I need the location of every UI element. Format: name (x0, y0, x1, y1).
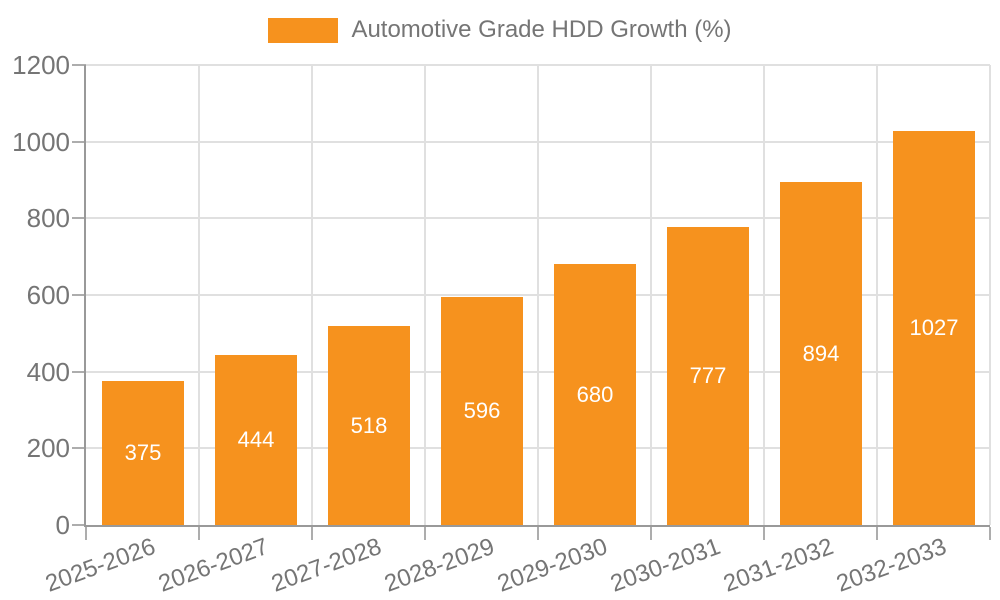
x-axis-line (84, 525, 990, 527)
y-tick-mark (72, 64, 86, 66)
x-axis-tick-label: 2025-2026 (42, 533, 160, 598)
x-axis-tick-label: 2032-2033 (833, 533, 951, 598)
y-axis-tick-label: 0 (55, 510, 70, 540)
x-axis-tick-label: 2030-2031 (607, 533, 725, 598)
bar[interactable] (554, 264, 636, 525)
legend-item[interactable]: Automotive Grade HDD Growth (%) (0, 16, 1000, 44)
gridline-vertical (763, 65, 765, 525)
gridline-vertical (311, 65, 313, 525)
bar[interactable] (667, 227, 749, 525)
x-tick-mark (650, 527, 652, 540)
x-tick-mark (424, 527, 426, 540)
x-tick-mark (989, 527, 991, 540)
gridline-vertical (650, 65, 652, 525)
gridline-vertical (989, 65, 991, 525)
x-axis-tick-label: 2027-2028 (268, 533, 386, 598)
y-axis-line (84, 65, 86, 527)
x-tick-mark (763, 527, 765, 540)
y-axis-tick-label: 600 (26, 280, 70, 310)
y-axis-tick-label: 800 (26, 203, 70, 233)
x-axis-tick-label: 2031-2032 (720, 533, 838, 598)
gridline-vertical (198, 65, 200, 525)
y-tick-mark (72, 141, 86, 143)
gridline-vertical (537, 65, 539, 525)
x-axis-tick-label: 2028-2029 (381, 533, 499, 598)
x-tick-mark (876, 527, 878, 540)
x-tick-mark (311, 527, 313, 540)
x-tick-mark (85, 527, 87, 540)
x-axis-tick-label: 2026-2027 (155, 533, 273, 598)
y-tick-mark (72, 447, 86, 449)
y-tick-mark (72, 524, 86, 526)
x-axis-tick-label: 2029-2030 (494, 533, 612, 598)
legend-label: Automotive Grade HDD Growth (%) (351, 16, 732, 43)
y-tick-mark (72, 371, 86, 373)
x-tick-mark (198, 527, 200, 540)
y-axis-tick-label: 200 (26, 433, 70, 463)
y-axis-tick-label: 1200 (12, 50, 70, 80)
y-axis-tick-label: 400 (26, 357, 70, 387)
bar[interactable] (441, 297, 523, 525)
legend-swatch (268, 17, 339, 43)
y-tick-mark (72, 217, 86, 219)
y-axis-tick-label: 1000 (12, 127, 70, 157)
gridline-vertical (876, 65, 878, 525)
bar[interactable] (215, 355, 297, 525)
x-tick-mark (537, 527, 539, 540)
bar[interactable] (780, 182, 862, 525)
bar[interactable] (102, 381, 184, 525)
bar[interactable] (328, 326, 410, 525)
gridline-vertical (424, 65, 426, 525)
y-tick-mark (72, 294, 86, 296)
bar[interactable] (893, 131, 975, 525)
